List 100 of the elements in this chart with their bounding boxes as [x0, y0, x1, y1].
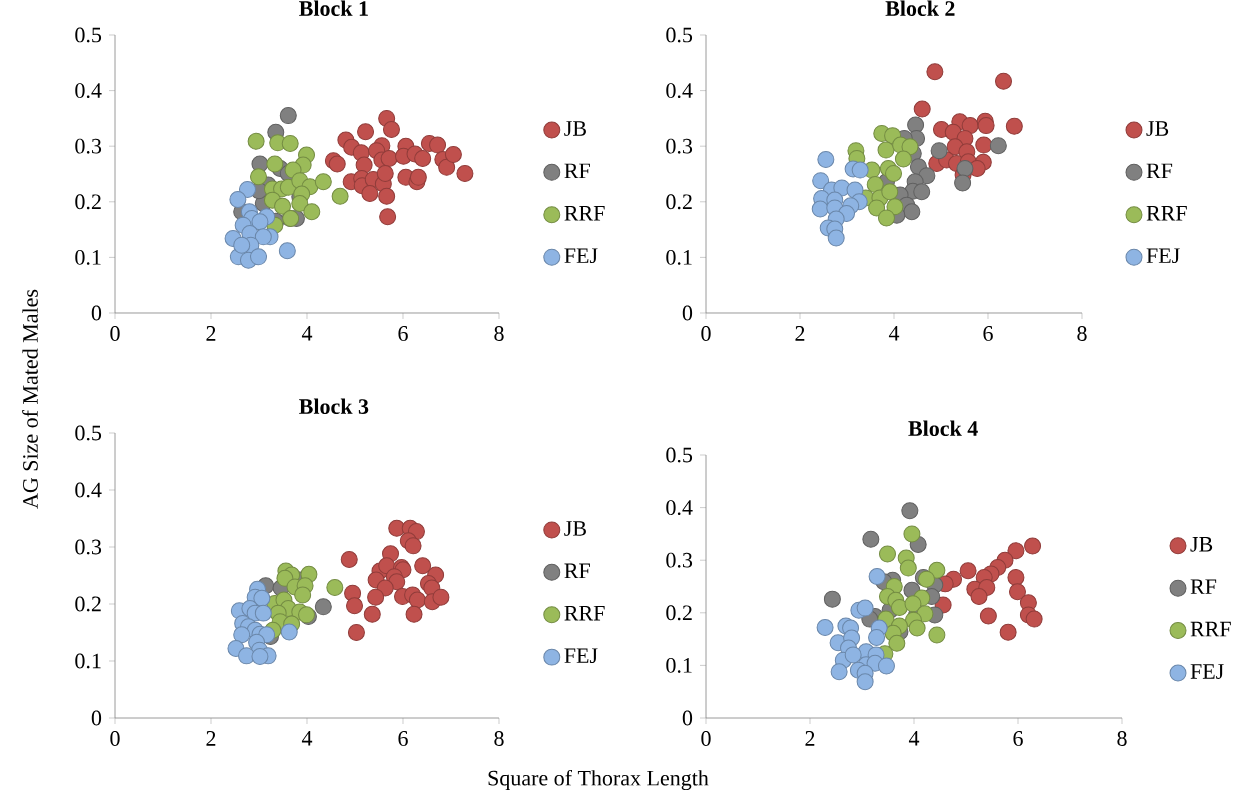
- point: [868, 199, 886, 217]
- point: [233, 626, 251, 644]
- point: [899, 559, 917, 577]
- legend-label: JB: [1190, 537, 1213, 552]
- legend-label: FEJ: [1146, 248, 1180, 264]
- point: [903, 203, 921, 221]
- point: [908, 619, 926, 637]
- y-tick-label: 0.2: [75, 194, 101, 210]
- point: [868, 568, 886, 586]
- point: [278, 242, 296, 260]
- point: [429, 136, 447, 154]
- point: [890, 599, 908, 617]
- point: [294, 586, 312, 604]
- point: [878, 545, 896, 563]
- point: [1025, 610, 1043, 628]
- point: [954, 174, 972, 192]
- point: [346, 597, 364, 615]
- point: [956, 159, 974, 177]
- point: [886, 198, 904, 216]
- point: [367, 588, 385, 606]
- point: [376, 164, 394, 182]
- point: [340, 551, 358, 569]
- y-tick-label: 0.1: [666, 657, 692, 673]
- y-tick-label: 0: [91, 305, 102, 321]
- point: [930, 142, 948, 160]
- x-tick-label: 4: [301, 731, 313, 746]
- y-tick-label: 0.3: [75, 539, 102, 555]
- point: [844, 646, 862, 664]
- point: [281, 134, 299, 152]
- point: [280, 623, 298, 641]
- point: [229, 191, 247, 209]
- legend-label: JB: [564, 521, 586, 536]
- y-tick-label: 0.2: [666, 605, 692, 621]
- point: [866, 176, 884, 194]
- point: [901, 138, 919, 156]
- point: [881, 183, 899, 201]
- point: [856, 599, 874, 617]
- x-tick-label: 4: [301, 326, 313, 341]
- point: [379, 208, 397, 226]
- point: [253, 589, 271, 607]
- point: [331, 187, 349, 205]
- legend-label: RRF: [1190, 621, 1231, 637]
- x-axis-title: Square of Thorax Length: [488, 769, 709, 791]
- point: [380, 149, 398, 167]
- point: [885, 164, 903, 182]
- point: [1024, 537, 1042, 555]
- y-tick-label: 0: [91, 710, 102, 726]
- x-tick-label: 2: [805, 731, 815, 746]
- y-tick-label: 0.2: [666, 194, 692, 210]
- point: [816, 619, 834, 637]
- point: [233, 236, 251, 254]
- x-tick-label: 6: [1013, 731, 1023, 746]
- point: [250, 168, 268, 186]
- point: [877, 209, 895, 227]
- x-tick-label: 8: [1077, 326, 1087, 341]
- y-tick-label: 0.4: [75, 83, 102, 99]
- y-tick-label: 0.5: [666, 447, 693, 463]
- legend-label: RF: [564, 163, 590, 179]
- point: [928, 561, 946, 579]
- point: [830, 663, 848, 681]
- point: [903, 525, 921, 543]
- point: [888, 634, 906, 652]
- chart-title: Block 2: [885, 0, 955, 16]
- y-tick-label: 0.5: [75, 27, 102, 43]
- point: [1005, 117, 1023, 135]
- legend-label: JB: [1146, 121, 1169, 136]
- point: [405, 605, 423, 623]
- point: [328, 155, 346, 173]
- point: [247, 132, 265, 150]
- x-tick-label: 4: [908, 731, 920, 746]
- point: [432, 588, 450, 606]
- point: [414, 149, 432, 167]
- x-tick-label: 6: [398, 326, 408, 341]
- point: [901, 502, 919, 520]
- y-tick-label: 0: [682, 710, 693, 726]
- legend-label: FEJ: [1190, 664, 1224, 679]
- point: [303, 203, 321, 221]
- point: [414, 557, 432, 575]
- point: [251, 213, 269, 231]
- point: [408, 591, 426, 609]
- x-tick-label: 8: [494, 326, 504, 341]
- point: [444, 146, 462, 164]
- x-tick-label: 8: [494, 731, 504, 746]
- y-tick-label: 0.1: [75, 249, 101, 265]
- point: [1008, 583, 1026, 601]
- point: [862, 530, 880, 548]
- point: [995, 72, 1013, 90]
- y-tick-label: 0.5: [666, 27, 693, 43]
- legend-label: RRF: [1146, 206, 1187, 221]
- point: [456, 164, 474, 182]
- legend-label: RF: [1190, 579, 1217, 594]
- x-tick-label: 6: [983, 326, 993, 341]
- y-tick-label: 0: [682, 305, 693, 321]
- point: [904, 595, 922, 613]
- y-tick-label: 0.4: [666, 83, 693, 99]
- point: [361, 184, 379, 202]
- point: [823, 590, 841, 608]
- point: [851, 161, 869, 179]
- y-tick-label: 0.4: [75, 482, 102, 498]
- point: [1007, 542, 1025, 560]
